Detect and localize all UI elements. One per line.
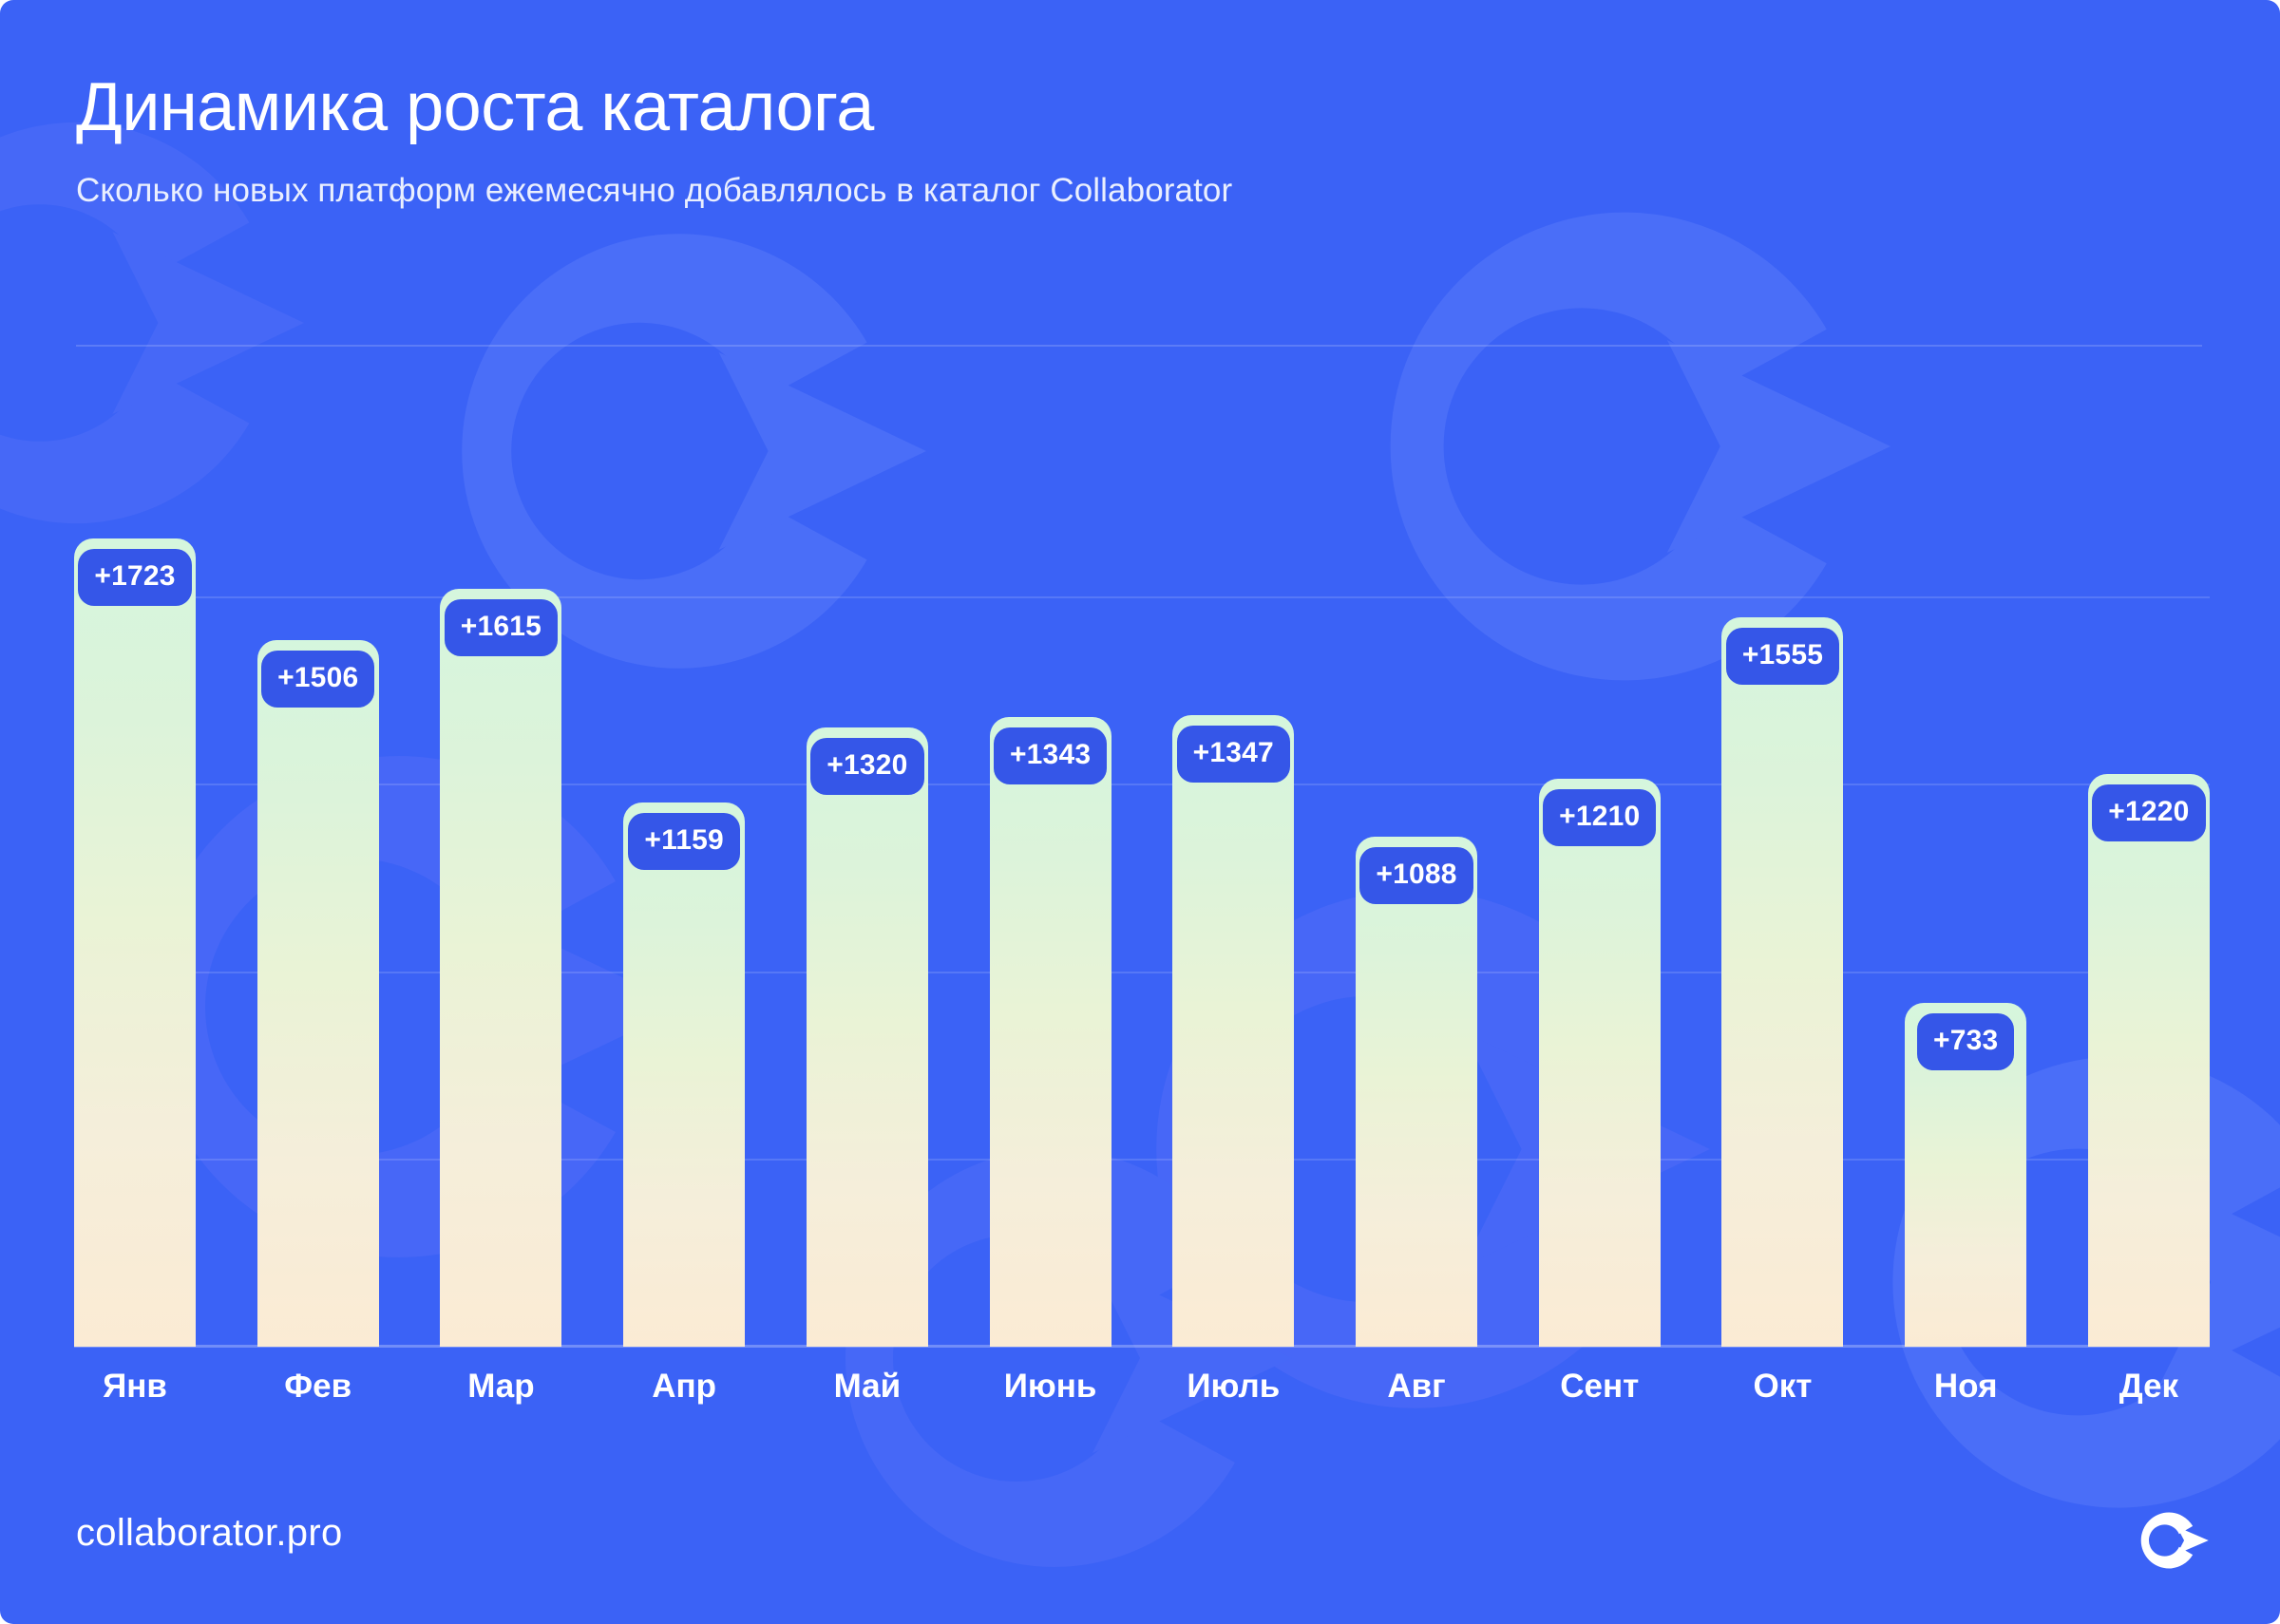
chart-bar[interactable]: +1210	[1538, 779, 1661, 1347]
bar-value-badge: +1159	[628, 813, 740, 871]
x-axis-tick-label: Май	[833, 1368, 902, 1405]
x-axis-tick-label: Сент	[1560, 1368, 1640, 1405]
bar-slot: +1615	[440, 408, 562, 1347]
x-axis-tick-label: Окт	[1753, 1368, 1813, 1405]
x-axis-tick-label: Мар	[467, 1368, 535, 1405]
footer-website-label: collaborator.pro	[76, 1512, 343, 1554]
axis-baseline	[74, 1345, 2210, 1348]
chart-bar[interactable]: +1347	[1172, 714, 1295, 1347]
gridline	[74, 971, 2210, 973]
page-subtitle: Сколько новых платформ ежемесячно добавл…	[76, 171, 1233, 209]
x-axis-tick-label: Янв	[103, 1368, 167, 1405]
bar-value-badge: +1506	[261, 651, 375, 708]
x-axis-tick-label: Апр	[652, 1368, 717, 1405]
bar-value-badge: +1343	[993, 727, 1108, 784]
bar-value-badge: +1220	[2092, 784, 2206, 842]
x-axis-tick-label: Ноя	[1933, 1368, 1998, 1405]
x-axis-tick-label: Июнь	[1003, 1368, 1097, 1405]
page-title: Динамика роста каталога	[76, 69, 874, 145]
x-axis-labels: Янв Фев Мар Апр Май Июнь Июль Авг Сент Окт Ноя Дек	[74, 1368, 2210, 1406]
bar-chart-plot-area: +1723 +1506 +1615 +1159 +1320 +1343 +1347 +1088…	[74, 408, 2210, 1348]
chart-bar[interactable]: +1555	[1721, 616, 1844, 1347]
chart-bar[interactable]: +1159	[623, 803, 746, 1347]
chart-bar[interactable]: +1506	[256, 640, 379, 1347]
chart-bar[interactable]: +1320	[806, 727, 928, 1347]
bar-value-badge: +1320	[810, 737, 924, 795]
bar-group: +1723 +1506 +1615 +1159 +1320 +1343 +1347 +1088…	[74, 408, 2210, 1347]
bar-slot: +1210	[1538, 408, 1661, 1347]
bar-value-badge: +1615	[444, 599, 559, 657]
bar-slot: +1343	[989, 408, 1112, 1347]
bar-slot: +1723	[74, 408, 196, 1347]
x-axis-tick-label: Дек	[2118, 1368, 2179, 1405]
header-divider	[76, 345, 2202, 347]
gridline	[74, 784, 2210, 786]
bar-slot: +733	[1905, 408, 2027, 1347]
bar-slot: +1555	[1721, 408, 1844, 1347]
gridline	[74, 595, 2210, 598]
bar-slot: +1506	[256, 408, 379, 1347]
x-axis-tick-label: Июль	[1187, 1368, 1281, 1405]
chart-bar[interactable]: +1088	[1356, 836, 1478, 1347]
chart-header: Динамика роста каталога Сколько новых пл…	[0, 0, 2280, 210]
bar-value-badge: +1723	[78, 548, 192, 606]
gridline	[74, 1159, 2210, 1161]
chart-bar[interactable]: +1343	[989, 716, 1112, 1347]
bar-value-badge: +733	[1917, 1012, 2015, 1070]
collaborator-logo-icon	[2139, 1511, 2212, 1570]
bar-slot: +1320	[806, 408, 928, 1347]
chart-bar[interactable]: +1615	[440, 589, 562, 1347]
chart-bar[interactable]: +1723	[74, 538, 196, 1347]
bar-slot: +1347	[1172, 408, 1295, 1347]
bar-slot: +1088	[1356, 408, 1478, 1347]
chart-bar[interactable]: +1220	[2087, 774, 2210, 1347]
bar-value-badge: +1555	[1725, 627, 1840, 685]
x-axis-tick-label: Фев	[284, 1368, 352, 1405]
x-axis-tick-label: Авг	[1387, 1368, 1446, 1405]
bar-slot: +1220	[2087, 408, 2210, 1347]
bar-value-badge: +1347	[1176, 725, 1290, 783]
bar-value-badge: +1210	[1543, 789, 1657, 847]
bar-value-badge: +1088	[1359, 846, 1473, 904]
chart-bar[interactable]: +733	[1905, 1002, 2027, 1347]
bar-slot: +1159	[623, 408, 746, 1347]
